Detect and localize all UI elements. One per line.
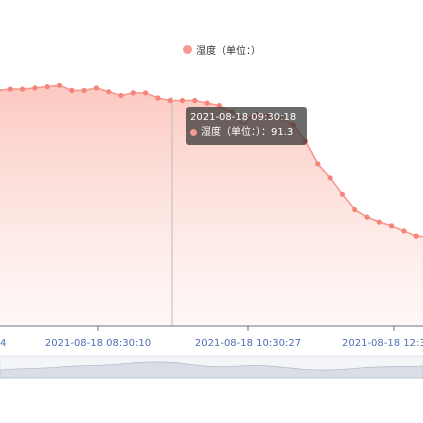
data-point[interactable] [130,90,136,96]
data-point[interactable] [81,87,87,93]
data-zoom-preview [0,361,423,379]
data-point[interactable] [315,161,321,167]
tooltip-marker [190,129,197,136]
data-point[interactable] [216,103,222,109]
data-point[interactable] [192,97,198,104]
x-tick-label: 2021-08-18 12:3 [342,338,423,349]
x-tick-label-partial: 4 [0,338,6,349]
data-point[interactable] [179,97,186,104]
data-point[interactable] [155,95,161,101]
x-tick-label: 2021-08-18 10:30:27 [195,338,301,349]
data-point[interactable] [44,84,50,90]
data-point[interactable] [0,88,1,93]
data-point[interactable] [93,85,99,91]
data-point[interactable] [389,223,395,229]
data-point[interactable] [204,100,210,106]
data-zoom-slider[interactable] [0,355,423,379]
data-point[interactable] [106,89,112,95]
legend-label: 湿度（单位：） [196,46,261,57]
data-point[interactable] [339,191,345,197]
data-point[interactable] [20,86,26,92]
tooltip: 2021-08-18 09:30:18 湿度（单位：）：91.3 [186,107,307,145]
data-point[interactable] [413,233,419,239]
data-point[interactable] [364,214,370,220]
data-point[interactable] [167,97,173,104]
data-point[interactable] [376,219,382,225]
data-point[interactable] [7,86,13,92]
data-point[interactable] [118,92,124,99]
data-point[interactable] [143,90,149,96]
series-area [0,85,423,326]
tooltip-time: 2021-08-18 09:30:18 [190,112,297,123]
data-point[interactable] [327,175,333,181]
legend[interactable]: 湿度（单位：） [183,42,261,57]
data-point[interactable] [32,85,38,91]
x-tick-label: 2021-08-18 08:30:10 [45,338,151,349]
data-point[interactable] [56,82,63,88]
tooltip-value-row: 湿度（单位：）：91.3 [190,125,303,140]
data-point[interactable] [352,206,358,213]
data-point[interactable] [69,87,75,93]
data-point[interactable] [401,228,407,234]
tooltip-value: 湿度（单位：）：91.3 [201,127,294,138]
legend-marker [183,45,192,54]
